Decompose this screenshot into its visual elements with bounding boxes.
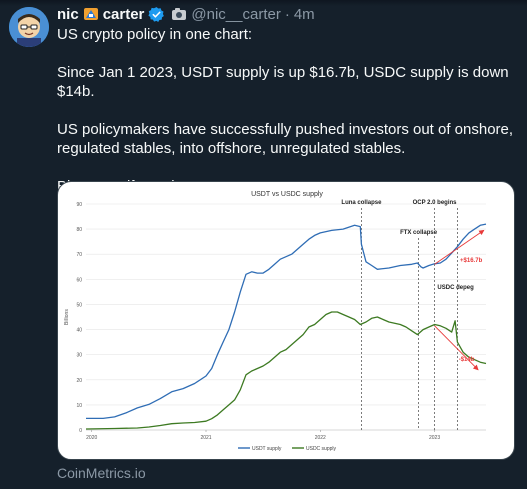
legend-label: USDC supply [306,446,337,452]
top-fade [0,0,527,6]
annotation-label: USDC depeg [437,285,474,291]
separator-dot: · [284,5,290,23]
x-tick-label: 2022 [315,435,326,441]
usdt-change-arrow [434,229,485,265]
chart-image[interactable]: USDT vs USDC supply Billions 0 10 20 30 40 50 60… [57,181,515,460]
series-line-usdt [86,223,487,420]
annotation-label: Luna collapse [341,200,382,206]
usdc-change-label: -$14b [459,357,475,363]
tweet-text: US crypto policy in one chart: Since Jan… [57,25,517,196]
timestamp[interactable]: 4m [293,5,315,23]
avatar-cartoon-icon [9,7,49,47]
display-name-first[interactable]: nic [57,5,79,23]
y-tick-label: 20 [76,378,82,384]
x-tick-label: 2023 [429,435,440,441]
flag-emoji-icon [83,6,99,22]
y-tick-label: 10 [76,403,82,409]
legend-label: USDT supply [252,446,282,452]
x-tick-label: 2020 [86,435,97,441]
usdc-change-arrow [434,325,479,371]
tweet-line-2: Since Jan 1 2023, USDT supply is up $16.… [57,63,509,101]
y-tick-label: 90 [76,202,82,208]
avatar[interactable] [9,7,49,47]
tweet-line-1: US crypto policy in one chart: [57,26,253,43]
y-tick-label: 30 [76,353,82,359]
y-tick-label: 50 [76,302,82,308]
y-tick-label: 60 [76,277,82,283]
annotation-label: FTX collapse [400,230,438,236]
chart-title: USDT vs USDC supply [251,191,323,198]
handle[interactable]: @nic__carter [191,5,281,23]
y-tick-label: 80 [76,227,82,233]
y-tick-label: 70 [76,252,82,258]
y-tick-label: 0 [79,428,82,434]
y-tick-label: 40 [76,328,82,334]
x-tick-label: 2021 [200,435,211,441]
camera-emoji-icon [171,7,187,21]
annotation-label: OCP 2.0 begins [413,200,458,206]
y-axis-label: Billions [64,309,70,325]
usdt-change-label: +$16.7b [460,258,483,264]
series-line-usdc [85,311,487,430]
source-label[interactable]: CoinMetrics.io [57,465,146,481]
tweet-header: nic carter @nic__carter · 4m [57,4,315,24]
line-chart: USDT vs USDC supply Billions 0 10 20 30 40 50 60… [64,191,487,452]
tweet-line-3: US policymakers have successfully pushed… [57,120,514,158]
verified-badge-icon [148,6,165,23]
display-name-last[interactable]: carter [102,5,145,23]
